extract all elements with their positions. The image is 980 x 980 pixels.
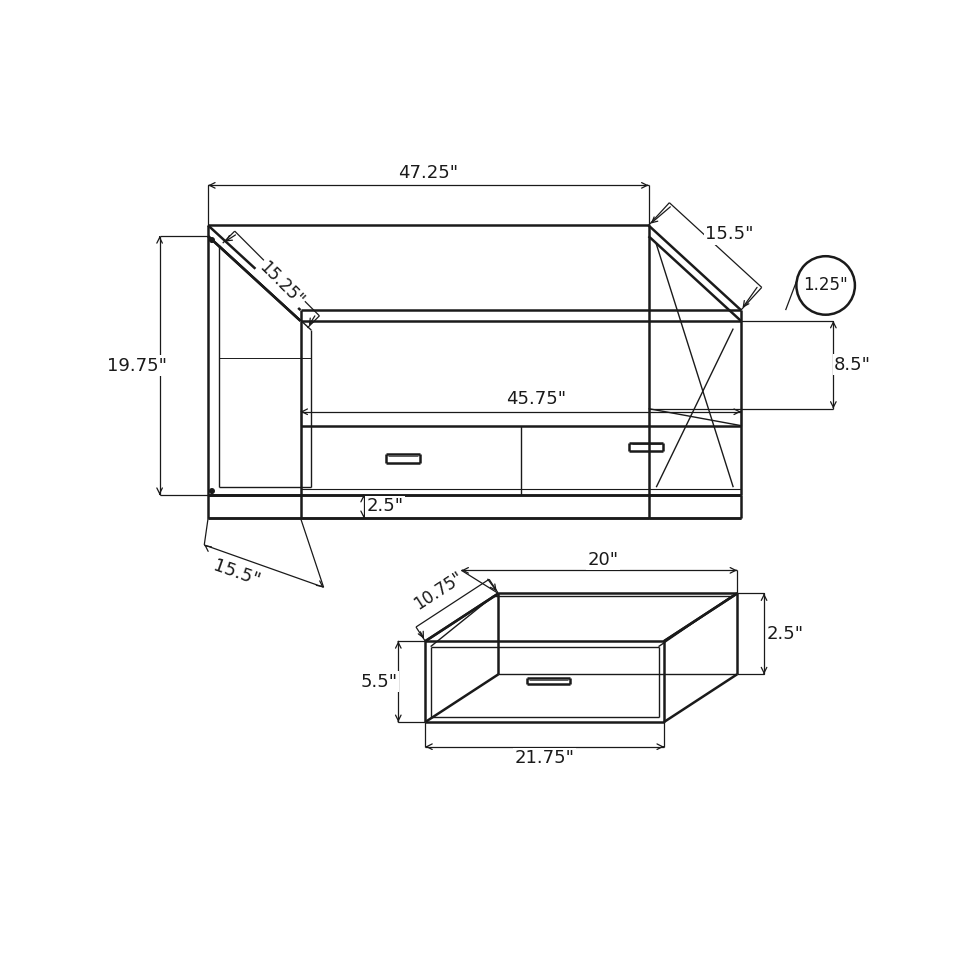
- Text: 2.5": 2.5": [767, 625, 805, 643]
- Text: 2.5": 2.5": [367, 498, 404, 515]
- Text: 15.5": 15.5": [211, 558, 263, 590]
- Text: 1.25": 1.25": [804, 276, 848, 294]
- Circle shape: [210, 489, 215, 493]
- Text: 19.75": 19.75": [107, 357, 167, 374]
- Text: 21.75": 21.75": [514, 750, 574, 767]
- Text: 20": 20": [588, 551, 618, 568]
- Text: 10.75": 10.75": [411, 568, 466, 613]
- Text: 5.5": 5.5": [361, 672, 398, 691]
- Text: 45.75": 45.75": [506, 390, 566, 409]
- Text: 8.5": 8.5": [834, 356, 871, 373]
- Text: 15.5": 15.5": [706, 225, 754, 243]
- Circle shape: [210, 238, 215, 242]
- Text: 47.25": 47.25": [398, 164, 459, 182]
- Text: 15.25": 15.25": [255, 259, 307, 310]
